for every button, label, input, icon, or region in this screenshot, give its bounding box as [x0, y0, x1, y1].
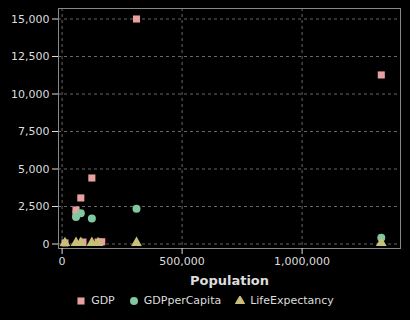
html-text:GDPperCapita: GDPperCapita [143, 294, 222, 307]
svg-text:Population: Population [190, 273, 269, 288]
svg-text:10,000: 10,000 [11, 88, 50, 101]
svg-text:500,000: 500,000 [159, 255, 205, 268]
svg-text:2,500: 2,500 [18, 200, 50, 213]
svg-text:1,000,000: 1,000,000 [274, 255, 330, 268]
svg-text:12,500: 12,500 [11, 50, 50, 63]
html-text:GDP: GDP [91, 294, 115, 307]
svg-text:0: 0 [43, 238, 50, 251]
svg-text:0: 0 [59, 255, 66, 268]
svg-text:7,500: 7,500 [18, 125, 50, 138]
svg-text:15,000: 15,000 [11, 13, 50, 26]
html-text:LifeExpectancy: LifeExpectancy [250, 294, 334, 307]
svg-text:5,000: 5,000 [18, 163, 50, 176]
